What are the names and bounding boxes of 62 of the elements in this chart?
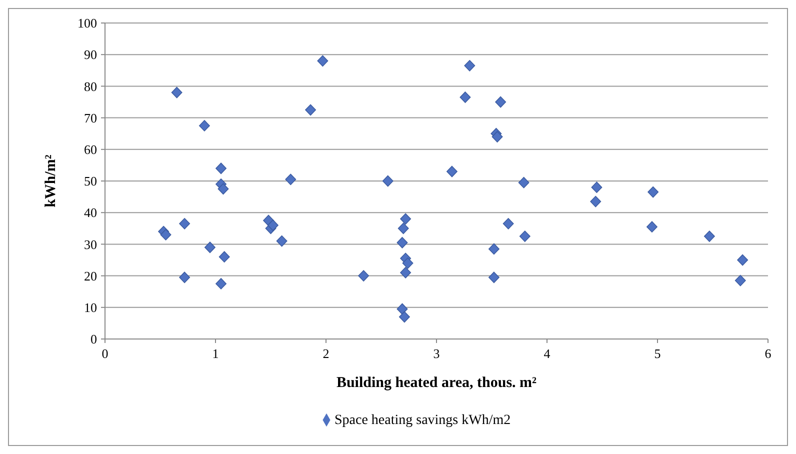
y-tick-label: 40 [84, 205, 97, 220]
point [216, 162, 226, 174]
point [399, 311, 410, 323]
y-tick-label: 80 [84, 78, 97, 94]
point [204, 242, 216, 254]
point [171, 86, 182, 98]
point [218, 183, 229, 195]
point [704, 230, 715, 242]
point [734, 274, 746, 286]
point [268, 220, 278, 231]
point [396, 303, 408, 315]
y-axis-title: kWh/m² [43, 154, 59, 208]
point [488, 243, 500, 255]
point [446, 166, 458, 178]
point [402, 258, 414, 269]
point [199, 120, 210, 132]
point [382, 175, 394, 187]
point [464, 60, 476, 72]
point [737, 254, 748, 266]
point [398, 222, 409, 234]
point [160, 229, 172, 240]
y-tick-label: 50 [84, 174, 97, 189]
y-tick-label: 0 [90, 332, 97, 347]
point [495, 96, 506, 108]
point [276, 235, 288, 247]
point [460, 92, 471, 103]
x-tick-label: 4 [544, 346, 551, 361]
point [502, 218, 514, 230]
x-tick-label: 5 [654, 346, 661, 361]
legend-label: Space heating savings kWh/m2 [334, 413, 511, 428]
y-tick-label: 60 [84, 142, 97, 157]
x-axis-title: Building heated area, thous. m² [336, 375, 538, 391]
y-tick-label: 20 [84, 268, 97, 284]
point [216, 278, 226, 290]
point [305, 104, 316, 116]
x-tick-label: 2 [322, 346, 330, 361]
point [285, 174, 296, 186]
point [400, 213, 412, 225]
point [218, 251, 230, 262]
point [488, 272, 500, 284]
x-tick-label: 1 [212, 346, 219, 361]
y-tick-label: 90 [84, 47, 97, 62]
point [179, 218, 190, 230]
point [400, 266, 412, 278]
point [648, 186, 659, 198]
point [179, 272, 190, 284]
x-tick-label: 6 [764, 346, 772, 361]
y-tick-label: 70 [84, 110, 97, 126]
x-tick-label: 0 [102, 346, 108, 361]
x-tick-label: 3 [433, 346, 440, 361]
point [518, 176, 530, 188]
point [646, 221, 658, 232]
point [591, 182, 602, 193]
point [492, 131, 503, 142]
point [396, 236, 408, 248]
point [590, 196, 602, 208]
point [358, 270, 370, 282]
point [317, 55, 328, 67]
y-tick-label: 100 [78, 16, 97, 31]
y-tick-label: 30 [84, 236, 97, 252]
y-tick-label: 10 [84, 300, 97, 315]
point [519, 230, 530, 242]
